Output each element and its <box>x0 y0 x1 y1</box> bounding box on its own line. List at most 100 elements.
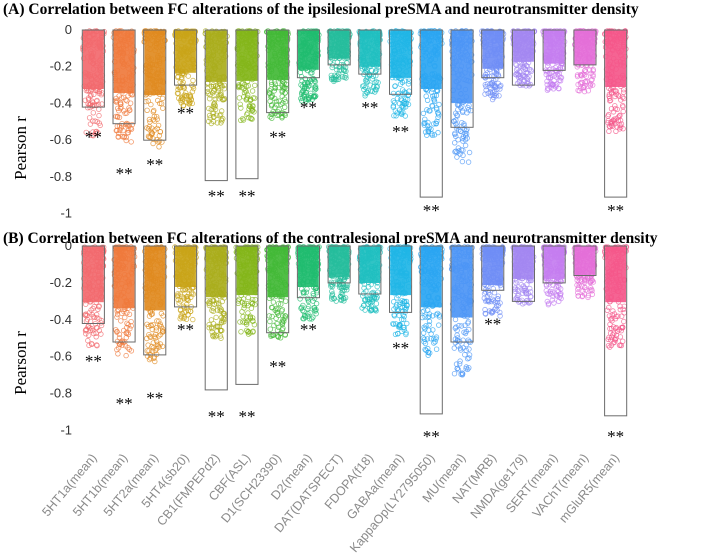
scatter-density <box>144 246 166 311</box>
scatter-point <box>174 74 181 80</box>
scatter-point <box>613 128 619 134</box>
scatter-point <box>218 108 225 114</box>
scatter-density <box>328 30 350 59</box>
panel-a-title: (A) Correlation between FC alterations o… <box>3 1 639 18</box>
scatter-point <box>144 107 150 113</box>
scatter-point <box>298 73 305 80</box>
scatter-point <box>308 93 314 99</box>
bar-group <box>356 244 384 314</box>
scatter-point <box>311 92 317 99</box>
scatter-point <box>212 102 218 109</box>
scatter-point <box>122 110 128 117</box>
scatter-point <box>212 96 218 102</box>
scatter-point <box>190 85 197 92</box>
scatter-point <box>238 117 244 123</box>
bar-group: ** <box>203 244 230 426</box>
scatter-point <box>248 305 255 311</box>
scatter-point <box>242 87 249 94</box>
scatter-point <box>114 127 120 134</box>
scatter-point <box>151 113 157 120</box>
scatter-point <box>186 101 192 107</box>
scatter-point <box>246 103 253 109</box>
scatter-point <box>145 98 151 104</box>
significance-marker: ** <box>116 394 133 413</box>
scatter-point <box>269 81 275 88</box>
scatter-density <box>298 246 319 287</box>
scatter-point <box>462 142 469 149</box>
significance-marker: ** <box>116 164 133 183</box>
scatter-point <box>89 132 95 138</box>
significance-marker: ** <box>269 128 286 147</box>
scatter-point <box>118 318 124 324</box>
scatter-point <box>180 103 186 109</box>
scatter-point <box>88 101 94 107</box>
scatter-point <box>89 98 95 104</box>
scatter-density <box>144 30 166 96</box>
scatter-point <box>369 76 376 82</box>
scatter-density <box>605 30 626 87</box>
scatter-point <box>216 95 222 102</box>
scatter-point <box>272 84 278 91</box>
scatter-density <box>482 30 504 69</box>
scatter-point <box>147 119 153 125</box>
scatter-point <box>207 92 213 98</box>
scatter-point <box>149 125 155 131</box>
scatter-density <box>175 246 196 287</box>
scatter-point <box>118 95 125 101</box>
scatter-point <box>160 105 166 111</box>
scatter-point <box>214 120 220 126</box>
scatter-point <box>273 315 279 322</box>
bar-group: ** <box>172 28 199 123</box>
bar-group: ** <box>80 28 107 147</box>
scatter-point <box>151 107 157 114</box>
scatter-point <box>210 308 216 314</box>
y-tick-label: -0.6 <box>50 349 72 364</box>
scatter-point <box>145 133 152 139</box>
significance-marker: ** <box>239 186 256 205</box>
scatter-point <box>95 101 102 107</box>
scatter-density <box>83 246 104 303</box>
scatter-point <box>128 139 134 145</box>
scatter-point <box>301 81 308 87</box>
significance-marker: ** <box>208 186 225 205</box>
scatter-point <box>221 96 227 103</box>
scatter-point <box>250 95 256 101</box>
scatter-point <box>149 130 156 137</box>
scatter-point <box>269 111 275 117</box>
scatter-point <box>341 74 348 80</box>
scatter-density <box>359 30 381 67</box>
scatter-point <box>83 129 89 136</box>
scatter-point <box>341 67 347 73</box>
y-tick-label: -0.2 <box>50 275 72 290</box>
significance-marker: ** <box>361 98 378 117</box>
significance-marker: ** <box>177 104 194 123</box>
scatter-point <box>275 108 281 115</box>
y-tick-label: -0.8 <box>50 386 72 401</box>
scatter-density <box>267 30 289 80</box>
bar <box>143 29 167 141</box>
scatter-point <box>177 79 183 85</box>
scatter-point <box>328 72 334 79</box>
panel-a-ylabel: Pearson r <box>11 116 30 180</box>
scatter-point <box>156 132 163 139</box>
scatter-point <box>281 80 287 86</box>
scatter-point <box>405 81 412 87</box>
significance-marker: ** <box>85 351 102 370</box>
scatter-point <box>249 116 255 122</box>
bar-group: ** <box>387 28 414 141</box>
scatter-point <box>466 149 473 156</box>
scatter-point <box>207 115 213 121</box>
scatter-point <box>185 73 191 79</box>
scatter-point <box>212 83 219 89</box>
bar-group: ** <box>356 28 383 117</box>
significance-marker: ** <box>392 122 409 141</box>
bar-group: ** <box>264 28 291 147</box>
bar-group: ** <box>202 28 230 205</box>
scatter-point <box>154 116 160 122</box>
scatter-point <box>174 90 181 96</box>
scatter-point <box>208 317 215 323</box>
scatter-point <box>90 110 96 116</box>
scatter-density <box>205 30 227 82</box>
y-tick-label: -0.6 <box>50 132 72 147</box>
scatter-point <box>206 105 212 112</box>
